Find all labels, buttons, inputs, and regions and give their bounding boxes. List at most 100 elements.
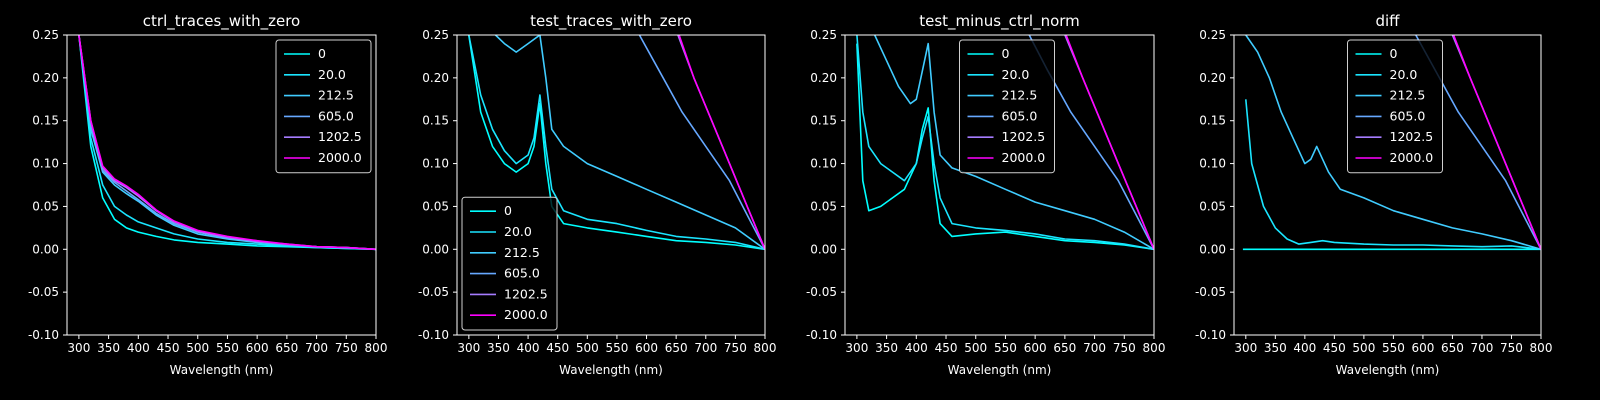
x-tick-label: 700 [305,341,328,355]
legend-item: 2000.0 [470,307,548,322]
y-tick-label: 0.05 [32,199,59,213]
x-tick-label: 500 [576,341,599,355]
series-line-2000.0 [78,35,376,251]
x-tick-label: 800 [365,341,388,355]
legend-label: 2000.0 [504,307,548,322]
series-line-2000.0 [678,35,765,250]
legend-item: 605.0 [1355,108,1426,123]
x-tick-label: 650 [1441,341,1464,355]
series-line-20.0 [78,35,376,251]
chart-title: ctrl_traces_with_zero [143,12,300,31]
axes-frame [66,34,377,336]
x-tick-label: 750 [335,341,358,355]
legend-box [959,39,1055,174]
legend-item: 0 [1355,46,1398,61]
legend-item: 1202.5 [470,286,548,301]
series-group [1242,35,1541,251]
series-line-20.0 [468,35,765,251]
y-tick-label: -0.05 [1195,285,1226,299]
legend-item: 20.0 [967,67,1030,82]
x-axis-label: Wavelength (nm) [559,363,663,377]
x-tick-label: 550 [216,341,239,355]
x-tick-label: 400 [1293,341,1316,355]
legend-item: 0 [284,46,326,61]
legend: 0 20.0 212.5 605.0 1202.5 2000.0 [959,39,1055,174]
series-line-0 [856,43,1154,251]
chart-panel-4: 300 350 400 450 500 550 600 650 700 750 800 -0.10 -0… [1195,12,1553,377]
y-tick-label: 0.00 [810,242,837,256]
legend-label: 605.0 [318,108,354,123]
y-tick-label: -0.10 [28,328,59,342]
y-tick-label: 0.20 [810,71,837,85]
y-tick-label: 0.10 [810,157,837,171]
x-tick-label: 400 [905,341,928,355]
legend-label: 0 [1390,46,1398,61]
y-tick-label: 0.15 [1199,114,1226,128]
x-tick-label: 600 [246,341,269,355]
legend-label: 212.5 [1002,88,1038,103]
y-tick-label: 0.10 [422,157,449,171]
x-tick-label: 650 [275,341,298,355]
legend-item: 2000.0 [967,150,1045,165]
x-tick-label: 550 [994,341,1017,355]
x-tick-label: 300 [67,341,90,355]
y-tick-label: 0.15 [422,114,449,128]
legend-item: 212.5 [967,88,1038,103]
x-tick-label: 750 [1500,341,1523,355]
legend-box [461,196,558,331]
x-tick-label: 800 [1530,341,1553,355]
legend-label: 20.0 [1002,67,1030,82]
legend-label: 20.0 [318,67,346,82]
legend: 0 20.0 212.5 605.0 1202.5 2000.0 [461,196,558,331]
y-tick-label: 0.25 [1199,28,1226,42]
legend-item: 1202.5 [1355,129,1434,144]
legend-item: 212.5 [1355,88,1425,103]
chart-title: test_traces_with_zero [530,12,692,31]
series-line-2000.0 [1452,35,1541,250]
legend-item: 605.0 [284,108,354,123]
legend-box [1347,39,1443,174]
y-tick-label: -0.05 [418,285,449,299]
legend-label: 1202.5 [504,286,548,301]
y-tick-label: 0.20 [422,71,449,85]
x-tick-label: 500 [1352,341,1375,355]
x-tick-label: 450 [546,341,569,355]
x-tick-label: 650 [1053,341,1076,355]
x-axis-label: Wavelength (nm) [170,363,274,377]
legend-label: 605.0 [1390,108,1426,123]
legend-item: 20.0 [470,224,532,239]
axes-frame [1233,34,1542,336]
legend-label: 2000.0 [1390,150,1434,165]
x-tick-label: 600 [635,341,658,355]
y-tick-label: 0.20 [1199,71,1226,85]
x-tick-label: 500 [964,341,987,355]
y-tick-label: 0.00 [32,242,59,256]
legend-label: 0 [1002,46,1010,61]
x-tick-label: 350 [1264,341,1287,355]
y-tick-label: 0.20 [32,71,59,85]
x-tick-label: 400 [127,341,150,355]
legend-label: 0 [504,203,512,218]
x-tick-label: 450 [935,341,958,355]
chart-panel-1: 300 350 400 450 500 550 600 650 700 750 800 -0.10 -0… [28,12,388,377]
x-tick-label: 300 [1234,341,1257,355]
legend: 0 20.0 212.5 605.0 1202.5 2000.0 [1347,39,1443,174]
legend-label: 212.5 [318,88,354,103]
x-tick-label: 350 [487,341,510,355]
x-tick-label: 800 [754,341,777,355]
y-tick-label: 0.10 [32,157,59,171]
y-tick-label: -0.10 [418,328,449,342]
legend-item: 0 [967,46,1010,61]
y-tick-label: 0.25 [422,28,449,42]
legend-item: 1202.5 [284,129,362,144]
x-tick-label: 550 [605,341,628,355]
legend-label: 1202.5 [318,129,362,144]
y-tick-label: 0.05 [810,199,837,213]
x-tick-label: 500 [186,341,209,355]
x-tick-label: 400 [517,341,540,355]
legend-label: 1202.5 [1390,129,1434,144]
series-group [468,35,765,251]
legend-label: 1202.5 [1002,129,1046,144]
x-tick-label: 550 [1382,341,1405,355]
